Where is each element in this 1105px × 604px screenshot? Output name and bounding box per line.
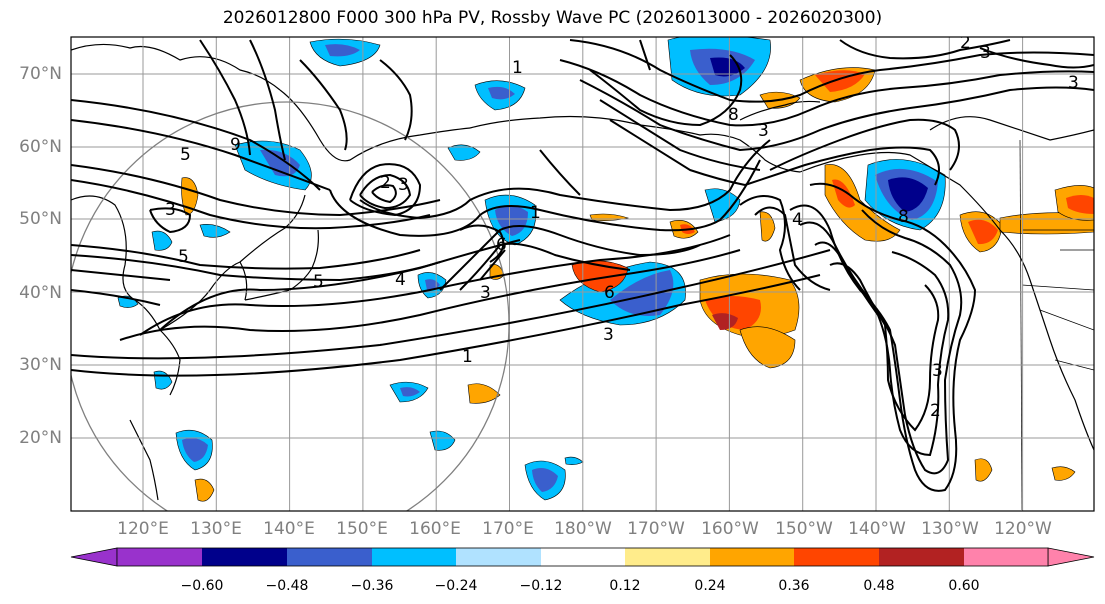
lon-label: 120°E xyxy=(117,519,169,539)
contour-label: 3 xyxy=(480,283,491,303)
contour-label: 3 xyxy=(932,361,943,381)
lon-label: 140°W xyxy=(848,519,906,539)
colorbar: −0.60 −0.48 −0.36 −0.24 −0.12 0.12 0.24 … xyxy=(70,547,1095,594)
colorbar-tick-labels: −0.60 −0.48 −0.36 −0.24 −0.12 0.12 0.24 … xyxy=(181,578,980,594)
map-frame xyxy=(70,36,1095,512)
contour-label: 3 xyxy=(758,121,769,141)
colorbar-tick: 0.12 xyxy=(609,578,640,594)
contour-label: 6 xyxy=(604,283,615,303)
lon-label: 120°W xyxy=(994,519,1052,539)
colorbar-swatch xyxy=(202,548,287,566)
lat-label: 70°N xyxy=(19,64,62,84)
map-plot-area: 1 2 3 5 6 8 9 4 1 3 2 3 1 3 3 2 3 4 5 3 xyxy=(71,33,1094,511)
contour-label: 5 xyxy=(180,145,191,165)
lon-label: 170°W xyxy=(627,519,685,539)
contour-label: 9 xyxy=(230,135,241,155)
colorbar-swatch xyxy=(710,548,794,566)
colorbar-swatch xyxy=(117,548,202,566)
colorbar-tick: 0.36 xyxy=(778,578,809,594)
contour-label: 2 xyxy=(380,173,391,193)
colorbar-tick: 0.48 xyxy=(863,578,894,594)
pv-contours xyxy=(71,39,1094,492)
colorbar-swatch xyxy=(625,548,710,566)
lat-label: 50°N xyxy=(19,209,62,229)
colorbar-swatch xyxy=(456,548,541,566)
contour-label: 6 xyxy=(496,235,507,255)
contour-label: 3 xyxy=(398,175,409,195)
contour-label: 3 xyxy=(603,325,614,345)
contour-label: 2 xyxy=(960,33,971,53)
contour-label: 8 xyxy=(728,105,739,125)
contour-label: 2 xyxy=(930,401,941,421)
contour-label: 3 xyxy=(165,200,176,220)
lon-label: 150°W xyxy=(775,519,833,539)
colorbar-swatch xyxy=(879,548,964,566)
contour-label: 1 xyxy=(462,347,473,367)
lon-label: 130°W xyxy=(921,519,979,539)
contour-label: 3 xyxy=(1068,73,1079,93)
contour-label: 3 xyxy=(980,43,991,63)
latitude-labels: 70°N 60°N 50°N 40°N 30°N 20°N xyxy=(19,64,62,448)
figure-title: 2026012800 F000 300 hPa PV, Rossby Wave … xyxy=(222,8,883,28)
contour-label: 4 xyxy=(395,270,406,290)
colorbar-tick: −0.60 xyxy=(181,578,224,594)
contour-label: 5 xyxy=(178,247,189,267)
colorbar-swatch xyxy=(964,548,1048,566)
pv-anomaly-shading xyxy=(117,37,1094,502)
lon-label: 140°E xyxy=(263,519,315,539)
colorbar-tick: 0.60 xyxy=(948,578,979,594)
lon-label: 160°W xyxy=(701,519,759,539)
lat-label: 20°N xyxy=(19,428,62,448)
colorbar-swatch xyxy=(372,548,456,566)
lon-label: 160°E xyxy=(409,519,461,539)
lon-label: 180°W xyxy=(554,519,612,539)
lon-label: 130°E xyxy=(190,519,242,539)
contour-label: 1 xyxy=(512,58,523,78)
colorbar-tick: −0.48 xyxy=(266,578,309,594)
lon-label: 170°E xyxy=(482,519,534,539)
lat-label: 30°N xyxy=(19,355,62,375)
colorbar-tick: −0.36 xyxy=(351,578,394,594)
colorbar-swatch xyxy=(541,548,625,566)
colorbar-extend-high xyxy=(1047,547,1095,567)
longitude-labels: 120°E 130°E 140°E 150°E 160°E 170°E 180°… xyxy=(117,519,1052,539)
contour-label: 4 xyxy=(792,210,803,230)
contour-label: 5 xyxy=(313,272,324,292)
colorbar-tick: −0.12 xyxy=(520,578,563,594)
colorbar-tick: 0.24 xyxy=(694,578,725,594)
lat-label: 60°N xyxy=(19,137,62,157)
colorbar-extend-low xyxy=(70,547,118,567)
lon-label: 150°E xyxy=(336,519,388,539)
lat-label: 40°N xyxy=(19,283,62,303)
colorbar-swatch xyxy=(287,548,372,566)
colorbar-tick: −0.24 xyxy=(435,578,478,594)
contour-label-group: 1 2 3 5 6 8 9 4 1 3 2 3 1 3 3 2 3 4 5 3 xyxy=(165,33,1079,421)
contour-label: 8 xyxy=(898,207,909,227)
contour-label: 1 xyxy=(530,203,541,223)
colorbar-swatch xyxy=(794,548,879,566)
